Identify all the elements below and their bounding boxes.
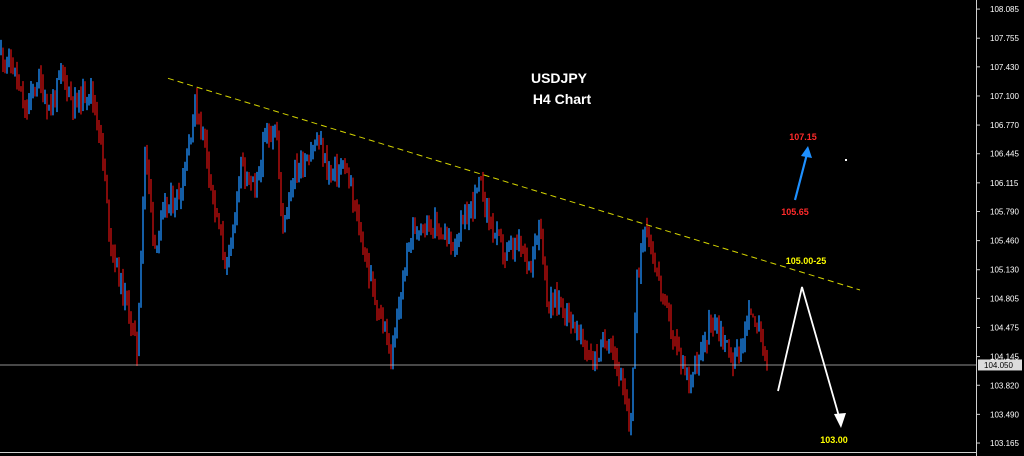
down-arrowhead-icon [834,413,846,428]
price-axis-label: 105.460 [990,237,1019,246]
up-arrowhead-icon [801,146,812,158]
chart-subtitle: H4 Chart [533,91,592,107]
price-axis-label: 103.490 [990,410,1019,419]
price-axis-label: 106.770 [990,121,1019,130]
candlestick-series [0,39,768,436]
price-axis-label: 106.445 [990,150,1019,159]
descending-trendline [167,77,861,291]
chart-title: USDJPY [531,70,588,86]
price-axis-label: 107.755 [990,34,1019,43]
price-axis-label: 103.820 [990,381,1019,390]
price-axis-label: 108.085 [990,5,1019,14]
current-price-tag: 104.050 [978,359,1022,371]
up-target-label: 107.15 [789,132,817,142]
price-axis-label: 103.165 [990,439,1019,448]
down-projection-path [777,286,841,421]
marker-dot [845,159,847,161]
up-base-label: 105.65 [781,207,809,217]
projection-annotations: 107.15 105.65 105.00-25 103.00 [777,132,848,445]
down-target-label: 103.00 [820,435,848,445]
price-axis-label: 104.475 [990,323,1019,332]
price-axis-label: 106.115 [990,179,1019,188]
price-axis-label: 105.130 [990,266,1019,275]
price-axis-label: 107.100 [990,92,1019,101]
price-axis-label: 105.790 [990,208,1019,217]
current-price-tag-text: 104.050 [984,361,1013,370]
price-axis: 108.085 107.755 107.430 107.100 106.770 106.4… [976,5,1019,448]
resistance-label: 105.00-25 [786,256,827,266]
up-projection-arrow [793,149,810,201]
price-axis-label: 107.430 [990,63,1019,72]
price-axis-label: 104.805 [990,294,1019,303]
price-axis-label: 104.145 [990,353,1019,362]
current-price-tag-background [978,359,1022,371]
